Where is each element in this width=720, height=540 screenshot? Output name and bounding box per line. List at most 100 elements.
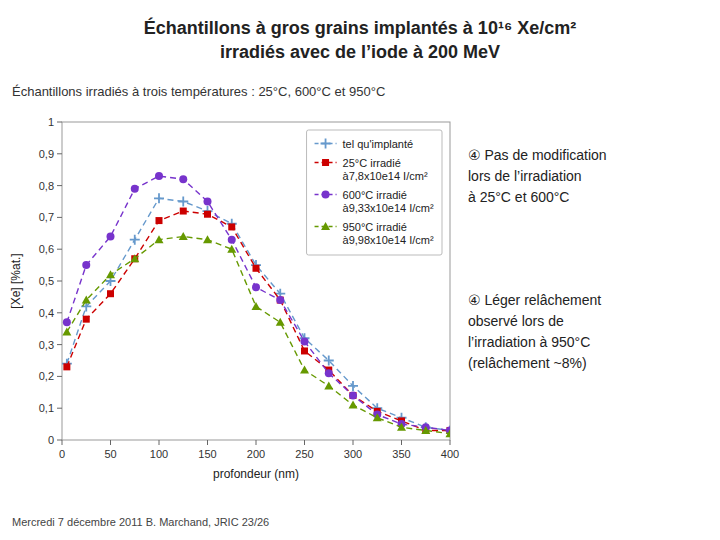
data-point bbox=[228, 223, 235, 230]
legend-label: 600°C irradiéà9,33x10e14 I/cm² bbox=[343, 189, 434, 214]
y-tick bbox=[57, 408, 62, 409]
y-tick-label: 0,3 bbox=[39, 339, 54, 351]
series bbox=[62, 193, 450, 435]
legend-item: 25°C irradiéà7,8x10e14 I/cm² bbox=[315, 157, 428, 182]
y-tick-label: 0,4 bbox=[39, 307, 54, 319]
data-point bbox=[349, 391, 357, 399]
data-point bbox=[178, 197, 188, 207]
y-tick bbox=[57, 153, 62, 154]
legend-marker bbox=[322, 159, 329, 166]
data-point bbox=[83, 316, 90, 323]
axes: 05010015020025030035040000,10,20,30,40,5… bbox=[39, 116, 459, 460]
data-point bbox=[204, 211, 211, 218]
y-tick-label: 0,7 bbox=[39, 211, 54, 223]
data-point bbox=[252, 283, 260, 291]
data-point bbox=[130, 254, 139, 262]
x-tick bbox=[62, 440, 63, 445]
y-tick bbox=[57, 440, 62, 441]
data-point bbox=[130, 235, 140, 245]
data-point bbox=[82, 261, 90, 269]
data-point bbox=[154, 193, 164, 203]
annotation: ④ Pas de modificationlors de l’irradiati… bbox=[468, 147, 607, 205]
y-tick-label: 0,5 bbox=[39, 275, 54, 287]
y-tick bbox=[57, 344, 62, 345]
x-tick-label: 0 bbox=[59, 448, 65, 460]
x-tick-label: 400 bbox=[441, 448, 459, 460]
x-tick bbox=[159, 440, 160, 445]
legend-item: 950°C irradiéà9,98x10e14 I/cm² bbox=[315, 221, 434, 246]
y-tick bbox=[57, 122, 62, 123]
data-point bbox=[107, 232, 115, 240]
legend: tel qu'implanté 25°C irradiéà7,8x10e14 I/… bbox=[307, 130, 442, 255]
legend-marker bbox=[321, 139, 331, 149]
y-tick-label: 1 bbox=[48, 116, 54, 128]
x-axis-label: profondeur (nm) bbox=[213, 467, 299, 481]
y-tick bbox=[57, 185, 62, 186]
annotation: ④ Léger relâchementobservé lors del’irra… bbox=[468, 292, 601, 371]
y-tick bbox=[57, 217, 62, 218]
data-point bbox=[276, 296, 284, 304]
data-point bbox=[179, 175, 187, 183]
data-point bbox=[204, 198, 212, 206]
plot-frame bbox=[62, 122, 450, 440]
y-axis-label: [Xe] [%at.] bbox=[9, 253, 23, 308]
background bbox=[0, 0, 720, 540]
data-point bbox=[324, 381, 333, 389]
y-tick-label: 0,6 bbox=[39, 243, 54, 255]
x-tick bbox=[207, 440, 208, 445]
footer: Mercredi 7 décembre 2011 B. Marchand, JR… bbox=[12, 516, 269, 528]
data-point bbox=[301, 347, 308, 354]
x-tick-label: 150 bbox=[198, 448, 216, 460]
data-point bbox=[252, 302, 261, 310]
y-tick-label: 0,1 bbox=[39, 402, 54, 414]
series bbox=[63, 208, 450, 434]
data-point bbox=[156, 217, 163, 224]
data-point bbox=[203, 235, 212, 243]
y-tick-label: 0,8 bbox=[39, 180, 54, 192]
plot-data bbox=[62, 172, 450, 437]
data-point bbox=[277, 297, 284, 304]
data-point bbox=[179, 232, 188, 240]
data-point bbox=[63, 363, 70, 370]
data-point bbox=[62, 327, 71, 335]
data-point bbox=[106, 270, 115, 278]
legend-label: 25°C irradiéà7,8x10e14 I/cm² bbox=[343, 157, 428, 182]
x-tick bbox=[256, 440, 257, 445]
legend-item: 600°C irradiéà9,33x10e14 I/cm² bbox=[315, 189, 434, 214]
y-tick bbox=[57, 312, 62, 313]
y-tick-label: 0 bbox=[48, 434, 54, 446]
subtitle: Échantillons irradiés à trois températur… bbox=[12, 84, 385, 99]
y-tick-label: 0,2 bbox=[39, 370, 54, 382]
x-tick-label: 350 bbox=[392, 448, 410, 460]
data-point bbox=[397, 423, 406, 431]
legend-item: tel qu'implanté bbox=[315, 138, 414, 150]
legend-box bbox=[307, 130, 442, 255]
title: Échantillons à gros grains implantés à 1… bbox=[144, 17, 576, 62]
series-line bbox=[67, 198, 450, 430]
data-point bbox=[446, 429, 451, 437]
legend-marker bbox=[321, 222, 330, 230]
data-point bbox=[276, 318, 285, 326]
x-tick bbox=[401, 440, 402, 445]
series bbox=[63, 172, 450, 434]
x-tick-label: 300 bbox=[344, 448, 362, 460]
x-tick bbox=[110, 440, 111, 445]
data-point bbox=[421, 426, 430, 434]
data-point bbox=[253, 265, 260, 272]
chart: Échantillons à gros grains implantés à 1… bbox=[0, 0, 720, 540]
legend-label: 950°C irradiéà9,98x10e14 I/cm² bbox=[343, 221, 434, 246]
x-tick bbox=[450, 440, 451, 445]
series-line bbox=[67, 211, 450, 430]
data-point bbox=[348, 381, 358, 391]
legend-label: tel qu'implanté bbox=[343, 138, 414, 150]
data-point bbox=[325, 369, 333, 377]
x-tick-label: 50 bbox=[104, 448, 116, 460]
data-point bbox=[131, 185, 139, 193]
data-point bbox=[107, 290, 114, 297]
y-tick-label: 0,9 bbox=[39, 148, 54, 160]
y-tick bbox=[57, 376, 62, 377]
y-tick bbox=[57, 249, 62, 250]
x-tick-label: 250 bbox=[295, 448, 313, 460]
data-point bbox=[349, 401, 358, 409]
x-tick-label: 200 bbox=[247, 448, 265, 460]
